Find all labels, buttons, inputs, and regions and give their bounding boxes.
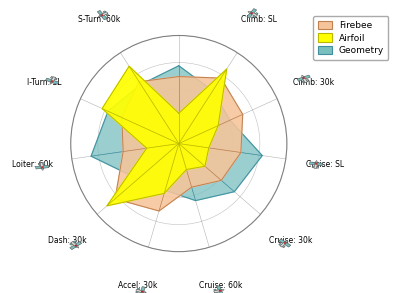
Polygon shape — [302, 77, 307, 83]
Polygon shape — [50, 76, 57, 80]
Polygon shape — [143, 291, 146, 293]
Polygon shape — [70, 241, 82, 250]
Polygon shape — [302, 75, 304, 77]
Circle shape — [219, 290, 221, 291]
Polygon shape — [314, 163, 318, 168]
Polygon shape — [98, 15, 101, 17]
Polygon shape — [139, 287, 145, 293]
Polygon shape — [103, 11, 108, 16]
Polygon shape — [312, 166, 319, 168]
Polygon shape — [136, 288, 140, 293]
Polygon shape — [76, 246, 79, 248]
Polygon shape — [115, 76, 243, 211]
Polygon shape — [253, 13, 258, 18]
Polygon shape — [279, 239, 291, 247]
Polygon shape — [50, 77, 56, 83]
Polygon shape — [100, 12, 108, 17]
Polygon shape — [297, 75, 310, 81]
Circle shape — [75, 245, 77, 246]
Polygon shape — [97, 10, 107, 20]
Polygon shape — [70, 241, 76, 245]
Polygon shape — [136, 289, 144, 293]
Circle shape — [303, 78, 305, 79]
Polygon shape — [285, 241, 288, 243]
Polygon shape — [35, 165, 49, 169]
Legend: Firebee, Airfoil, Geometry: Firebee, Airfoil, Geometry — [314, 16, 389, 60]
Polygon shape — [102, 66, 227, 206]
Polygon shape — [279, 243, 285, 248]
Circle shape — [101, 14, 103, 16]
Polygon shape — [91, 66, 262, 201]
Polygon shape — [248, 11, 251, 13]
Polygon shape — [46, 78, 59, 84]
Circle shape — [51, 81, 53, 82]
Circle shape — [315, 163, 317, 164]
Polygon shape — [71, 241, 78, 247]
Polygon shape — [221, 289, 224, 291]
Polygon shape — [309, 162, 323, 166]
Polygon shape — [214, 289, 218, 293]
Polygon shape — [41, 168, 44, 171]
Circle shape — [141, 291, 143, 292]
Polygon shape — [315, 161, 318, 163]
Polygon shape — [214, 289, 222, 293]
Polygon shape — [247, 8, 257, 18]
Polygon shape — [40, 163, 44, 168]
Circle shape — [41, 166, 43, 168]
Circle shape — [284, 242, 286, 243]
Polygon shape — [38, 163, 45, 165]
Polygon shape — [50, 82, 53, 84]
Polygon shape — [302, 79, 309, 83]
Polygon shape — [217, 286, 223, 293]
Circle shape — [251, 13, 253, 14]
Polygon shape — [280, 241, 287, 247]
Polygon shape — [250, 12, 257, 17]
